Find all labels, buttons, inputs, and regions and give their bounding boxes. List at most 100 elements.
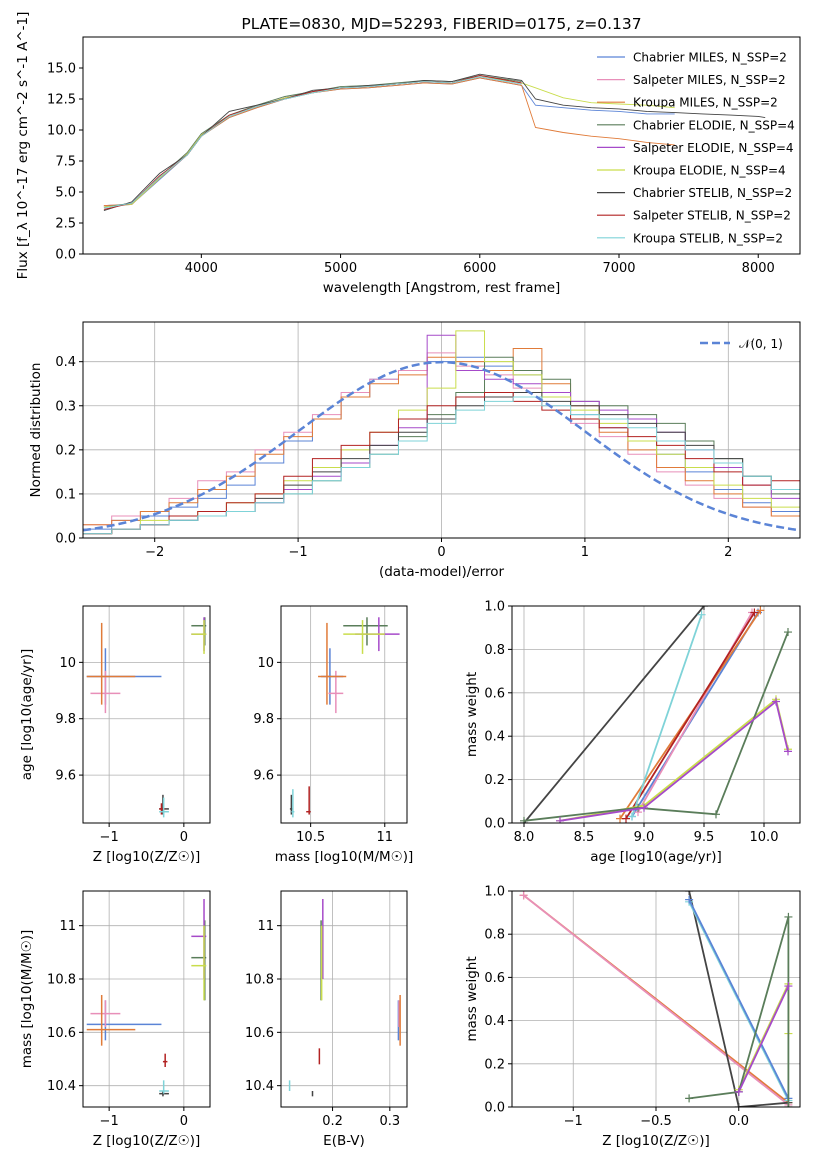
data-marker (784, 747, 792, 756)
y-tick-label: 0.0 (484, 1101, 505, 1116)
data-marker (784, 1103, 793, 1107)
x-tick-label: −1 (289, 545, 308, 560)
y-tick-label: 0.2 (55, 443, 76, 458)
axes-frame (280, 890, 408, 1108)
x-tick-label: 6000 (463, 261, 496, 276)
series-line (688, 899, 790, 1099)
series-line (688, 901, 790, 1101)
y-tick-label: 0.0 (55, 532, 76, 547)
histogram-step (83, 392, 800, 538)
chart-mass-vs-age: 10.5 11 9.6 9.8 10 mass [log10(M/M☉)] (253, 605, 414, 865)
data-marker (685, 1094, 694, 1103)
x-axis-label: Z [log10(Z/Z☉)] (93, 849, 201, 865)
legend-entry: Chabrier STELIB, N_SSP=2 (633, 186, 792, 200)
series-line (103, 74, 522, 210)
y-tick-label: 11 (59, 919, 76, 934)
y-tick-label: 1.0 (484, 600, 505, 615)
data-marker (685, 895, 694, 904)
x-tick-label: 9.0 (634, 830, 655, 845)
axes-frame (511, 605, 801, 824)
series-line (103, 76, 522, 209)
plot-area (83, 606, 210, 823)
series-line (103, 77, 675, 207)
x-tick-label: 8000 (742, 261, 775, 276)
data-marker (750, 608, 759, 617)
legend-entry: Salpeter ELODIE, N_SSP=4 (633, 141, 794, 155)
series-line (559, 699, 789, 822)
x-tick-label: 8.0 (514, 830, 535, 845)
y-tick-label: 0.0 (55, 248, 76, 263)
chart-Z-vs-weight: −1 −0.5 0.0 0.0 0.2 0.4 0.6 0.8 1.0 Z [log10(Z/Z☉… (464, 885, 801, 1149)
y-axis-label: mass weight (464, 956, 480, 1041)
data-marker (756, 606, 765, 615)
chart-Z-vs-age: −1 0 9.6 9.8 10 Z [log10(Z/Z☉)] age [log10(age… (19, 605, 211, 865)
y-tick-label: 10.0 (47, 124, 76, 139)
series-line (688, 916, 790, 1107)
x-tick-label: 8.5 (574, 830, 595, 845)
y-tick-label: 10.6 (47, 1026, 76, 1041)
data-marker (700, 606, 708, 610)
y-tick-label: 5.0 (55, 186, 76, 201)
data-marker (772, 697, 780, 706)
data-marker (622, 814, 630, 823)
series-line (103, 76, 522, 207)
axes-frame (82, 36, 801, 255)
x-axis-label: Z [log10(Z/Z☉)] (602, 1133, 710, 1149)
series-line (103, 76, 522, 208)
x-axis-label: Z [log10(Z/Z☉)] (93, 1133, 201, 1149)
y-axis-label: age [log10(age/yr)] (19, 649, 35, 781)
data-marker (784, 982, 793, 991)
y-tick-label: 10.4 (47, 1079, 76, 1094)
series-line (688, 891, 789, 1107)
x-tick-label: 0.0 (728, 1114, 749, 1129)
x-tick-label: 0.2 (322, 1114, 343, 1129)
chart-Z-vs-mass: −1 0 10.4 10.6 10.8 11 Z [log10(Z/Z☉)] mass [lo… (19, 890, 211, 1149)
x-tick-label: −1 (100, 1114, 119, 1129)
y-tick-label: 2.5 (55, 217, 76, 232)
x-tick-label: −0.5 (640, 1114, 672, 1129)
y-tick-label: 10.6 (245, 1026, 274, 1041)
x-tick-label: 2 (724, 545, 732, 560)
chart-age-vs-weight: 8.0 8.5 9.0 9.5 10.0 0.0 0.2 0.4 0.6 0.8 1.0 age [l… (464, 600, 801, 865)
data-marker (784, 628, 792, 637)
plot-area (83, 322, 800, 538)
data-marker (734, 1103, 743, 1107)
axes-frame (280, 605, 408, 824)
legend-entry: Kroupa MILES, N_SSP=2 (633, 96, 778, 110)
data-marker (712, 810, 720, 819)
y-tick-label: 9.8 (253, 712, 274, 727)
y-tick-label: 10 (59, 656, 76, 671)
x-tick-label: −1 (564, 1114, 583, 1129)
data-marker (734, 1087, 743, 1096)
x-axis-label: mass [log10(M/M☉)] (275, 849, 414, 865)
series-line (523, 631, 789, 822)
y-axis-label: mass [log10(M/M☉)] (19, 930, 35, 1069)
y-tick-label: 10.4 (245, 1079, 274, 1094)
data-marker (640, 803, 648, 812)
x-tick-label: 10.0 (750, 830, 779, 845)
y-tick-label: 7.5 (55, 155, 76, 170)
y-tick-label: 9.6 (55, 769, 76, 784)
y-tick-label: 9.8 (55, 712, 76, 727)
y-tick-label: 0.3 (55, 399, 76, 414)
y-tick-label: 0.2 (484, 773, 505, 788)
y-tick-label: 0.1 (55, 487, 76, 502)
plot-area (281, 606, 407, 823)
y-tick-label: 0.2 (484, 1057, 505, 1072)
plot-area (83, 891, 210, 1107)
chart-EBV-vs-mass: 0.2 0.3 10.4 10.6 10.8 11 E(B-V) (245, 890, 408, 1149)
data-marker (685, 891, 694, 895)
series-line (103, 77, 675, 207)
x-tick-label: −2 (145, 545, 164, 560)
data-marker (556, 816, 564, 823)
x-axis-label: age [log10(age/yr)] (590, 849, 722, 865)
histogram-step (83, 396, 800, 538)
y-tick-label: 0.4 (484, 1014, 505, 1029)
data-marker (628, 812, 636, 821)
x-tick-label: 0.3 (379, 1114, 400, 1129)
y-tick-label: 0.4 (484, 730, 505, 745)
y-tick-label: 1.0 (484, 885, 505, 900)
x-axis-label: (data-model)/error (379, 564, 505, 580)
series-line (523, 606, 705, 823)
